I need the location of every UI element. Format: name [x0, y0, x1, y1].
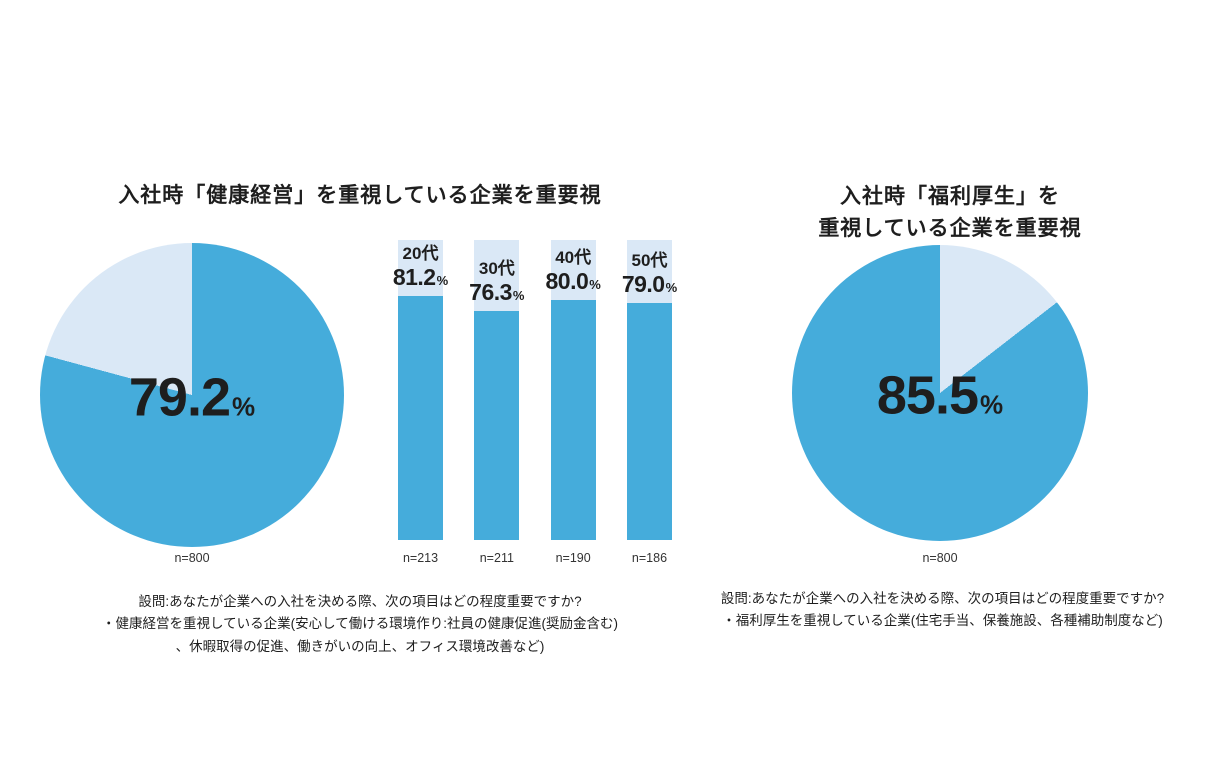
bar-value: 80.0% — [545, 268, 601, 294]
bar-value-number: 81.2 — [392, 263, 436, 290]
bar-value-unit: % — [665, 279, 678, 295]
bar-40s: 40代 80.0% — [545, 240, 601, 540]
age-bar-chart: 20代 81.2% 30代 76.3% 40代 80.0% — [393, 240, 677, 540]
bar-sample-size-50s: n=186 — [631, 551, 668, 565]
bar-remainder — [398, 240, 443, 297]
bar-fill — [550, 300, 596, 540]
health-footnote-line3: 、休暇取得の促進、働きがいの向上、オフィス環境改善など) — [175, 638, 545, 654]
bar-fill — [398, 296, 443, 540]
bar-value-unit: % — [512, 287, 525, 303]
bar-value-unit: % — [589, 276, 601, 292]
bar-value-number: 80.0 — [545, 267, 589, 294]
bar-sample-sizes: n=213 n=211 n=190 n=186 — [398, 551, 672, 565]
welfare-title-line2: 重視している企業を重要視 — [818, 216, 1082, 240]
bar-age-label: 30代 — [478, 259, 515, 279]
bar-age-label: 50代 — [631, 251, 668, 271]
bar-remainder — [474, 240, 520, 312]
bar-label: 50代 79.0% — [622, 251, 677, 297]
bar-sample-size-30s: n=211 — [479, 551, 514, 565]
welfare-pie-value-number: 85.5 — [876, 365, 979, 426]
welfare-pie-sample-size: n=800 — [922, 551, 958, 565]
welfare-pie-chart: 85.5 % — [792, 245, 1088, 541]
bar-remainder — [626, 240, 672, 303]
bar-50s: 50代 79.0% — [622, 240, 677, 540]
bar-label: 20代 81.2% — [393, 244, 448, 290]
bar-30s: 30代 76.3% — [469, 240, 524, 540]
bar-fill — [626, 303, 672, 540]
welfare-pie-value: 85.5 % — [877, 364, 1003, 426]
bar-sample-size-40s: n=190 — [555, 551, 591, 565]
health-footnote-line2: ・健康経営を重視している企業(安心して働ける環境作り:社員の健康促進(奨励金含む… — [102, 616, 618, 632]
health-pie-sample-size: n=800 — [174, 551, 210, 565]
health-title: 入社時「健康経営」を重視している企業を重要視 — [118, 184, 602, 207]
bar-age-label: 40代 — [555, 248, 592, 268]
health-pie-value: 79.2 % — [129, 366, 255, 428]
health-footnote: 設問:あなたが企業への入社を決める際、次の項目はどの程度重要ですか? ・健康経営… — [30, 591, 690, 658]
bar-label: 40代 80.0% — [545, 248, 600, 294]
bar-remainder — [550, 240, 596, 300]
bar-value-unit: % — [436, 272, 449, 288]
welfare-pie-value-unit: % — [979, 389, 1004, 420]
welfare-footnote-line1: 設問:あなたが企業への入社を決める際、次の項目はどの程度重要ですか? — [720, 591, 1165, 606]
health-pie-value-number: 79.2 — [128, 367, 231, 428]
bar-20s: 20代 81.2% — [393, 240, 448, 540]
health-pie-value-unit: % — [231, 391, 256, 422]
welfare-footnote: 設問:あなたが企業への入社を決める際、次の項目はどの程度重要ですか? ・福利厚生… — [675, 588, 1210, 633]
bar-label: 30代 76.3% — [469, 259, 524, 305]
bar-value-number: 79.0 — [621, 270, 665, 297]
bar-age-label: 20代 — [402, 244, 439, 264]
bar-value: 81.2% — [393, 264, 449, 290]
health-pie-chart: 79.2 % — [40, 243, 344, 547]
bar-value-number: 76.3 — [469, 278, 512, 305]
bar-value: 79.0% — [622, 271, 678, 297]
bar-value: 76.3% — [469, 279, 525, 305]
welfare-title-line1: 入社時「福利厚生」を — [840, 185, 1060, 208]
bar-sample-size-20s: n=213 — [402, 551, 439, 565]
bar-fill — [474, 311, 520, 540]
welfare-footnote-line2: ・福利厚生を重視している企業(住宅手当、保養施設、各種補助制度など) — [722, 613, 1163, 629]
health-footnote-line1: 設問:あなたが企業への入社を決める際、次の項目はどの程度重要ですか? — [138, 594, 582, 609]
welfare-title: 入社時「福利厚生」を 重視している企業を重要視 — [700, 181, 1200, 244]
